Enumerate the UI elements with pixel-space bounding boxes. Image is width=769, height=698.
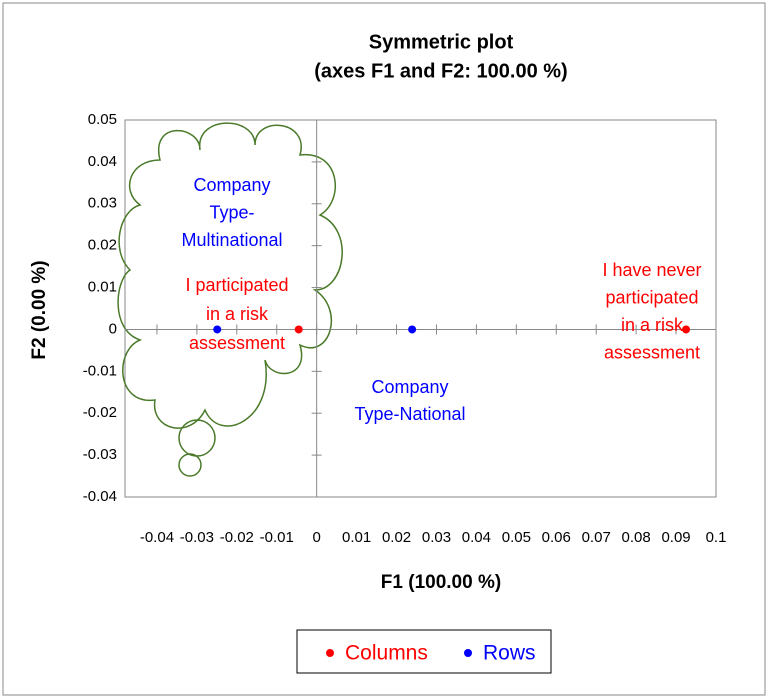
y-tick-label: -0.01 — [83, 362, 117, 379]
x-tick-label: 0.1 — [706, 529, 727, 546]
x-tick-label: 0.02 — [382, 529, 411, 546]
y-tick-label: 0.05 — [88, 111, 117, 128]
x-tick-label: -0.04 — [140, 529, 174, 546]
y-tick-label: 0.01 — [88, 279, 117, 296]
chart-title: Symmetric plot — [369, 31, 514, 53]
point — [408, 325, 416, 333]
point-label: I have never — [602, 260, 701, 280]
y-tick-label: 0.04 — [88, 153, 117, 170]
x-tick-label: 0.05 — [502, 529, 531, 546]
x-tick-label: 0.04 — [462, 529, 491, 546]
y-axis-title: F2 (0.00 %) — [29, 260, 50, 359]
y-tick-label: -0.02 — [83, 404, 117, 421]
x-tick-label: 0.06 — [542, 529, 571, 546]
point-label: Company — [371, 377, 448, 397]
legend-marker — [326, 649, 334, 657]
point-label: participated — [605, 287, 698, 307]
point-label: assessment — [189, 333, 285, 353]
x-tick-label: -0.01 — [260, 529, 294, 546]
x-tick-label: 0.07 — [582, 529, 611, 546]
x-tick-label: 0 — [313, 529, 321, 546]
chart-subtitle: (axes F1 and F2: 100.00 %) — [314, 60, 567, 82]
x-tick-label: 0.08 — [622, 529, 651, 546]
point-label: I participated — [185, 275, 288, 295]
point — [682, 325, 690, 333]
x-tick-label: 0.09 — [661, 529, 690, 546]
point-label: in a risk — [621, 315, 684, 335]
y-tick-label: 0.03 — [88, 195, 117, 212]
point-label: in a risk — [206, 304, 269, 324]
x-tick-label: 0.03 — [422, 529, 451, 546]
y-tick-label: 0 — [109, 320, 117, 337]
x-tick-label: -0.03 — [180, 529, 214, 546]
y-tick-label: -0.04 — [83, 488, 117, 505]
point-label: Type- — [209, 202, 254, 222]
page: {"chart_data": { "type": "scatter", "tit… — [0, 0, 769, 698]
y-tick-label: -0.03 — [83, 446, 117, 463]
point-label: Type-National — [354, 404, 465, 424]
point — [213, 325, 221, 333]
legend-marker — [464, 649, 472, 657]
legend-label: Columns — [345, 642, 428, 665]
x-tick-label: -0.02 — [220, 529, 254, 546]
legend-label: Rows — [483, 642, 536, 665]
x-axis-title: F1 (100.00 %) — [381, 572, 501, 593]
point-label: Multinational — [181, 230, 282, 250]
chart: Symmetric plot (axes F1 and F2: 100.00 %… — [0, 0, 769, 698]
point-label: assessment — [604, 342, 700, 362]
x-tick-label: 0.01 — [342, 529, 371, 546]
point-label: Company — [193, 175, 270, 195]
point — [295, 325, 303, 333]
y-tick-label: 0.02 — [88, 237, 117, 254]
